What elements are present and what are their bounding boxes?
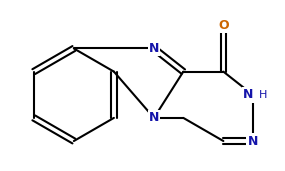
Text: O: O [218, 19, 229, 32]
Text: N: N [149, 111, 159, 124]
Text: N: N [243, 88, 253, 101]
Text: H: H [259, 90, 267, 100]
Text: N: N [149, 42, 159, 55]
Text: N: N [247, 135, 258, 148]
